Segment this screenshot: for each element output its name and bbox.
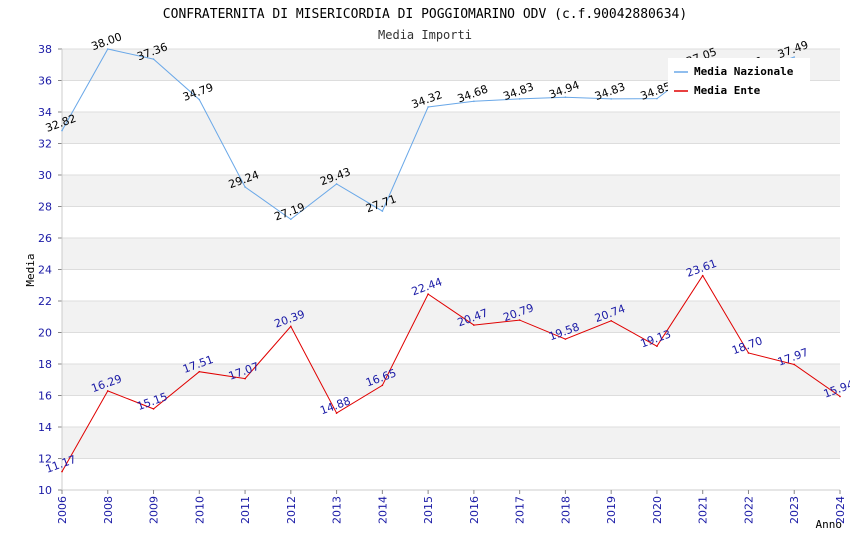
x-axis-title: Anno <box>816 518 843 531</box>
data-point <box>335 183 338 185</box>
data-point <box>701 274 704 277</box>
x-tick-label: 2018 <box>559 496 572 524</box>
grid-lines <box>58 48 840 491</box>
grid-band <box>62 427 840 459</box>
x-tick-label: 2019 <box>605 496 618 524</box>
data-point <box>793 363 796 366</box>
x-tick-label: 2012 <box>285 496 298 524</box>
data-label: 18.70 <box>730 334 764 357</box>
y-tick-label: 24 <box>38 264 52 277</box>
data-point <box>427 106 429 108</box>
data-point <box>152 58 155 60</box>
data-point <box>473 324 475 326</box>
data-point <box>381 210 384 212</box>
data-point <box>106 390 109 392</box>
y-tick-label: 28 <box>38 201 52 214</box>
y-tick-label: 36 <box>38 75 52 88</box>
grid-band <box>62 112 840 144</box>
y-axis-ticks: 10 12 14 16 18 20 22 24 26 28 30 32 34 36 38 <box>38 43 52 497</box>
data-point <box>335 412 338 414</box>
data-point <box>564 338 567 340</box>
x-tick-label: 2022 <box>742 496 755 524</box>
data-point <box>290 218 292 221</box>
x-tick-label: 2013 <box>331 496 344 524</box>
grid-band <box>62 364 840 396</box>
data-point <box>610 320 612 322</box>
data-label: 34.83 <box>501 80 535 103</box>
y-tick-label: 14 <box>38 421 52 434</box>
data-point <box>656 345 658 348</box>
x-axis-ticks: 2006 2008 2009 2010 2011 2012 2013 2014 2015 2016… <box>56 490 847 524</box>
data-label: 22.44 <box>410 275 444 298</box>
y-tick-label: 10 <box>38 484 52 497</box>
chart-subtitle: Media Importi <box>378 28 472 42</box>
data-point <box>427 293 429 295</box>
x-tick-label: 2015 <box>422 496 435 524</box>
data-point <box>839 395 841 398</box>
data-point <box>747 352 750 354</box>
x-tick-label: 2008 <box>102 496 115 524</box>
x-tick-label: 2020 <box>651 496 664 524</box>
data-point <box>198 98 201 101</box>
data-point <box>61 129 63 132</box>
y-tick-label: 26 <box>38 232 52 245</box>
series-line-ente <box>61 274 841 472</box>
data-point <box>106 48 109 50</box>
y-tick-label: 32 <box>38 138 52 151</box>
x-tick-label: 2006 <box>56 496 69 524</box>
x-tick-label: 2021 <box>697 496 710 524</box>
data-label: 34.32 <box>410 88 444 111</box>
data-point <box>244 377 246 380</box>
x-tick-label: 2016 <box>468 496 481 524</box>
y-tick-label: 12 <box>38 453 52 466</box>
data-point <box>610 98 612 100</box>
legend-label-nazionale: Media Nazionale <box>694 65 794 78</box>
data-point <box>564 96 567 98</box>
x-tick-label: 2009 <box>148 496 161 524</box>
data-point <box>518 98 521 100</box>
data-point <box>518 319 521 321</box>
data-label: 34.83 <box>593 80 627 103</box>
data-point <box>793 56 796 58</box>
x-tick-label: 2014 <box>376 496 389 524</box>
data-point <box>244 186 246 188</box>
data-point <box>61 470 63 473</box>
plot-background <box>62 49 840 459</box>
y-axis-title: Media <box>24 253 37 286</box>
x-tick-label: 2011 <box>239 496 252 524</box>
data-label: 34.68 <box>456 83 490 106</box>
data-point <box>152 408 155 410</box>
grid-band <box>62 175 840 207</box>
legend-label-ente: Media Ente <box>694 84 761 97</box>
data-label: 34.79 <box>181 81 215 104</box>
y-tick-label: 30 <box>38 169 52 182</box>
legend: Media Nazionale Media Ente <box>668 58 810 100</box>
y-tick-label: 34 <box>38 106 52 119</box>
data-label: 14.88 <box>318 394 352 417</box>
data-point <box>198 370 201 373</box>
data-point <box>290 325 292 328</box>
grid-band <box>62 301 840 333</box>
legend-box <box>668 58 810 100</box>
y-tick-label: 18 <box>38 358 52 371</box>
data-point <box>656 97 658 100</box>
y-tick-label: 22 <box>38 295 52 308</box>
grid-band <box>62 238 840 270</box>
data-point <box>473 100 475 103</box>
y-tick-label: 20 <box>38 327 52 340</box>
y-tick-label: 38 <box>38 43 52 56</box>
data-point <box>381 384 384 387</box>
data-label: 34.85 <box>639 80 673 103</box>
x-tick-label: 2024 <box>834 496 847 524</box>
y-tick-label: 16 <box>38 390 52 403</box>
chart-title: CONFRATERNITA DI MISERICORDIA DI POGGIOM… <box>163 7 687 22</box>
x-tick-label: 2023 <box>788 496 801 524</box>
x-tick-label: 2010 <box>193 496 206 524</box>
x-tick-label: 2017 <box>514 496 527 524</box>
